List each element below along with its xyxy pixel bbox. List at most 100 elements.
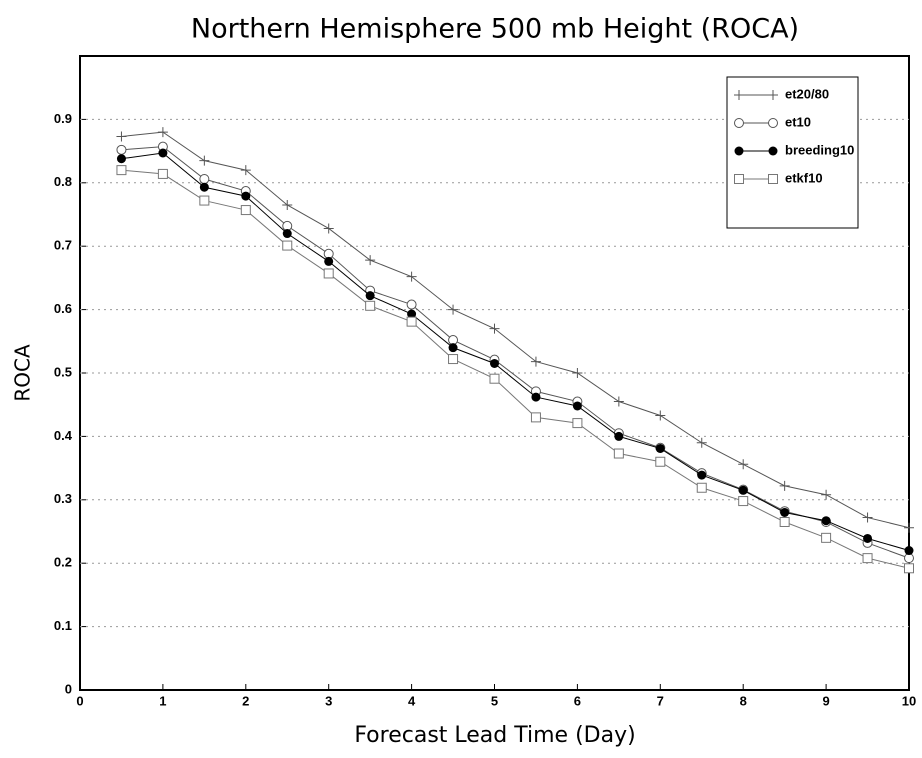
marker <box>116 154 126 164</box>
marker <box>241 191 251 201</box>
marker <box>199 182 209 192</box>
marker <box>779 516 790 527</box>
marker <box>821 489 832 500</box>
legend-box <box>726 76 859 229</box>
marker <box>655 443 665 453</box>
series <box>116 148 914 556</box>
marker <box>116 144 127 155</box>
marker <box>240 205 251 216</box>
marker <box>116 131 127 142</box>
marker <box>448 304 459 315</box>
marker <box>738 459 749 470</box>
marker <box>406 271 417 282</box>
x-axis-label: Forecast Lead Time (Day) <box>354 723 635 748</box>
marker <box>613 396 624 407</box>
series <box>116 165 914 574</box>
y-tick-label: 0.2 <box>54 555 72 570</box>
marker <box>448 354 459 365</box>
marker <box>572 418 583 429</box>
x-tick-label: 2 <box>242 693 249 708</box>
marker <box>323 268 334 279</box>
x-tick-label: 5 <box>491 693 498 708</box>
marker <box>613 448 624 459</box>
legend-label: breeding10 <box>785 142 854 157</box>
marker <box>489 373 500 384</box>
marker <box>365 300 376 311</box>
marker <box>572 368 583 378</box>
y-tick-label: 0.6 <box>54 301 72 316</box>
marker <box>572 401 582 411</box>
series <box>116 127 914 533</box>
marker <box>734 90 744 100</box>
marker <box>768 146 778 156</box>
marker <box>282 199 293 210</box>
y-tick-label: 0.9 <box>54 111 72 126</box>
marker <box>199 195 210 206</box>
marker <box>489 323 500 334</box>
x-tick-label: 8 <box>740 693 747 708</box>
series-line <box>121 152 910 552</box>
chart-title: Northern Hemisphere 500 mb Height (ROCA) <box>191 14 799 45</box>
marker <box>696 482 707 493</box>
marker <box>157 168 168 179</box>
marker <box>406 316 417 327</box>
marker <box>199 173 210 184</box>
marker <box>365 255 376 266</box>
y-tick-label: 0.5 <box>54 364 72 379</box>
marker <box>697 470 707 480</box>
series-line <box>121 169 910 569</box>
marker <box>734 118 744 128</box>
marker <box>158 148 168 158</box>
marker <box>240 165 251 176</box>
marker <box>282 229 292 239</box>
marker <box>738 496 749 507</box>
y-tick-label: 0.3 <box>54 491 72 506</box>
legend-label: et20/80 <box>785 86 829 101</box>
y-tick-label: 0.8 <box>54 174 72 189</box>
marker <box>365 291 375 301</box>
x-tick-label: 6 <box>574 693 581 708</box>
x-tick-label: 10 <box>902 693 916 708</box>
marker <box>904 563 914 574</box>
marker <box>406 299 417 310</box>
marker <box>862 512 873 523</box>
marker <box>821 516 831 526</box>
marker <box>531 392 541 402</box>
marker <box>768 174 778 184</box>
marker <box>407 309 417 319</box>
marker <box>530 356 541 367</box>
marker <box>157 127 168 138</box>
marker <box>768 118 778 128</box>
marker <box>904 522 914 533</box>
marker <box>530 412 541 423</box>
marker <box>734 146 744 156</box>
y-tick-label: 0.1 <box>54 618 72 633</box>
marker <box>323 223 334 234</box>
x-tick-label: 4 <box>408 693 416 708</box>
marker <box>324 256 334 266</box>
marker <box>655 410 666 421</box>
x-tick-label: 0 <box>76 693 83 708</box>
series-line <box>121 146 910 559</box>
marker <box>904 546 914 556</box>
y-tick-label: 0.4 <box>54 428 73 443</box>
legend: et20/80 et10 breeding10 etkf10 <box>726 76 859 229</box>
marker <box>696 437 707 448</box>
x-tick-label: 7 <box>657 693 664 708</box>
marker <box>779 480 790 491</box>
y-tick-label: 0.7 <box>54 238 72 253</box>
marker <box>738 485 748 495</box>
series-line <box>121 131 910 529</box>
marker <box>614 431 624 441</box>
marker <box>780 507 790 517</box>
marker <box>768 90 778 100</box>
x-tick-label: 3 <box>325 693 332 708</box>
marker <box>862 553 873 564</box>
marker <box>734 174 744 184</box>
y-tick-label: 0 <box>65 681 72 696</box>
legend-label: et10 <box>785 114 811 129</box>
marker <box>821 532 832 543</box>
legend-label: etkf10 <box>785 170 823 185</box>
marker <box>282 240 293 251</box>
